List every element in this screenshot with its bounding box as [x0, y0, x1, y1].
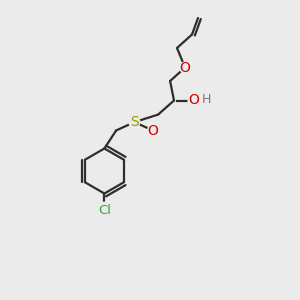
- Text: O: O: [188, 94, 199, 107]
- Text: Cl: Cl: [98, 204, 111, 218]
- Circle shape: [148, 125, 158, 136]
- Circle shape: [188, 95, 199, 106]
- Text: O: O: [148, 124, 158, 137]
- Text: O: O: [180, 61, 190, 74]
- Text: S: S: [130, 115, 139, 129]
- Circle shape: [96, 202, 113, 220]
- Circle shape: [180, 62, 190, 73]
- Text: H: H: [201, 93, 211, 106]
- Circle shape: [129, 117, 140, 128]
